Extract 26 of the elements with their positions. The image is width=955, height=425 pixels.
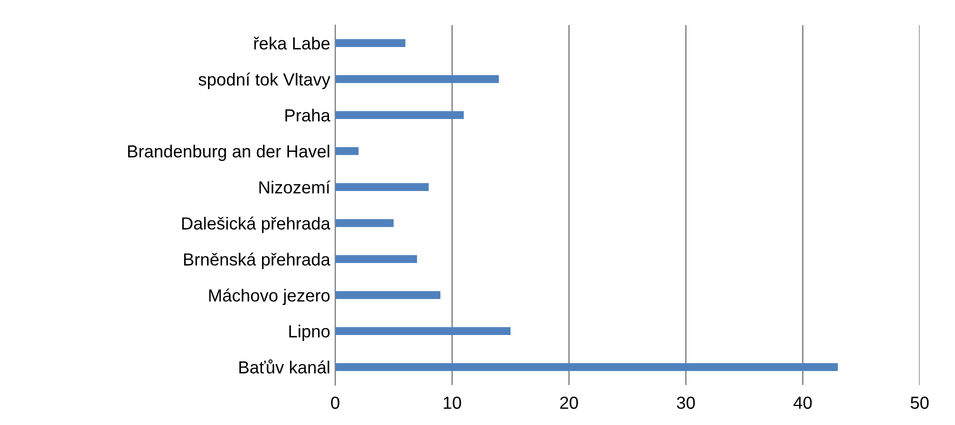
bar: [335, 111, 464, 120]
x-tick-label: 40: [794, 396, 812, 409]
bar: [335, 75, 499, 84]
y-tick-label: řeka Labe: [254, 36, 330, 50]
y-tick-label: Nizozemí: [259, 180, 330, 194]
bar: [335, 183, 429, 192]
y-tick-label: spodní tok Vltavy: [198, 72, 330, 90]
bar: [335, 327, 511, 336]
bar: [335, 39, 406, 48]
bar: [335, 219, 394, 228]
x-tick-label: 0: [331, 396, 340, 409]
x-tick-label: 20: [560, 396, 578, 409]
y-tick-label: Brněnská přehrada: [184, 252, 330, 270]
y-tick-label: Dalešická přehrada: [182, 216, 330, 234]
y-tick-label: Praha: [285, 108, 330, 122]
bar: [335, 255, 418, 264]
x-tick-label: 50: [910, 396, 929, 409]
bar: [335, 291, 440, 300]
y-tick-label: Máchovo jezero: [209, 288, 330, 306]
y-tick-label: Brandenburg an der Havel: [128, 144, 330, 161]
x-tick-label: 30: [676, 396, 695, 409]
bar: [335, 147, 359, 156]
y-tick-label: Lipno: [289, 324, 330, 341]
bar: [335, 363, 838, 372]
x-tick-label: 10: [444, 396, 462, 409]
y-tick-label: Baťův kanál: [239, 359, 330, 374]
